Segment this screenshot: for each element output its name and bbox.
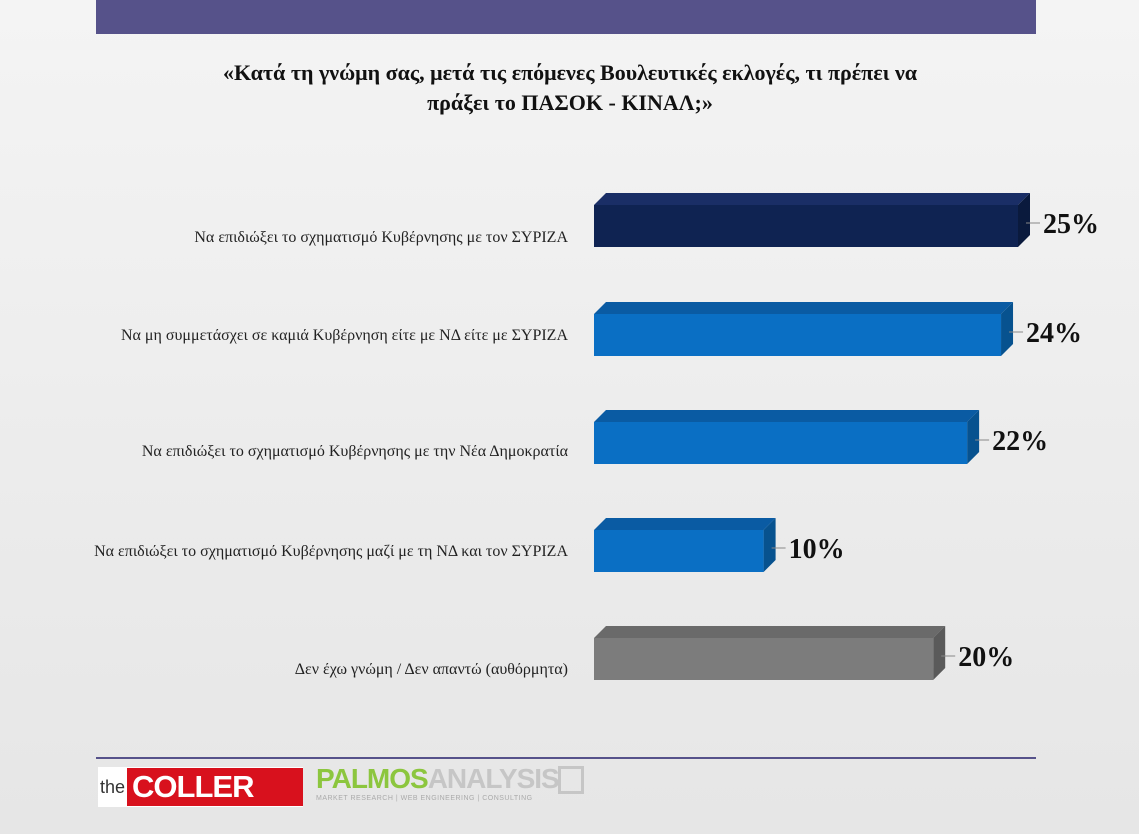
category-label-2: Να μη συμμετάσχει σε καμιά Κυβέρνηση είτ… bbox=[120, 327, 568, 344]
bar-side-face bbox=[967, 410, 980, 464]
category-label-1: Να επιδιώξει το σχηματισμό Κυβέρνησης με… bbox=[194, 229, 568, 246]
bar-side-face bbox=[1001, 302, 1014, 356]
bar-top-face bbox=[594, 302, 1014, 314]
bar-front-face bbox=[594, 314, 1002, 356]
value-label-1: 25% bbox=[1043, 209, 1099, 240]
bar-side-face bbox=[763, 518, 776, 572]
chart-title-line-2: πράξει το ΠΑΣΟΚ - ΚΙΝΑΛ;» bbox=[427, 90, 713, 115]
bar-top-face bbox=[594, 626, 946, 638]
bar-front-face bbox=[594, 638, 934, 680]
bar-4 bbox=[594, 518, 776, 572]
header-band bbox=[96, 0, 1036, 34]
footer-rule bbox=[96, 757, 1036, 759]
chart-title: «Κατά τη γνώμη σας, μετά τις επόμενες Βο… bbox=[100, 58, 1040, 118]
logo-coller-text: COLLER bbox=[127, 768, 303, 806]
bar-side-face bbox=[933, 626, 946, 680]
category-label-3: Να επιδιώξει το σχηματισμό Κυβέρνησης με… bbox=[141, 443, 568, 460]
bar-chart: 25% 24% 22% 10% 20% bbox=[594, 193, 1099, 680]
bar-3 bbox=[594, 410, 980, 464]
value-label-3: 22% bbox=[992, 426, 1048, 457]
bar-2 bbox=[594, 302, 1014, 356]
bar-top-face bbox=[594, 193, 1030, 205]
bar-front-face bbox=[594, 530, 764, 572]
category-label-4: Να επιδιώξει το σχηματισμό Κυβέρνησης μα… bbox=[94, 543, 568, 560]
bar-1 bbox=[594, 193, 1030, 247]
value-label-4: 10% bbox=[789, 534, 845, 565]
category-label-5: Δεν έχω γνώμη / Δεν απαντώ (αυθόρμητα) bbox=[294, 661, 568, 678]
the-coller-logo: the COLLER bbox=[98, 767, 303, 807]
bar-front-face bbox=[594, 205, 1018, 247]
palmos-analysis-logo: PALMOSANALYSIS MARKET RESEARCH | WEB ENG… bbox=[316, 764, 588, 808]
bar-5 bbox=[594, 626, 946, 680]
palmos-wordmark: PALMOSANALYSIS bbox=[316, 764, 588, 794]
logo-the-text: the bbox=[100, 776, 126, 797]
bar-front-face bbox=[594, 422, 968, 464]
value-label-2: 24% bbox=[1026, 318, 1082, 349]
value-label-5: 20% bbox=[958, 642, 1014, 673]
bar-top-face bbox=[594, 518, 776, 530]
palmos-wordmark-a: PALMOS bbox=[316, 763, 429, 794]
palmos-tagline: MARKET RESEARCH | WEB ENGINEERING | CONS… bbox=[316, 795, 533, 802]
palmos-square-icon bbox=[558, 766, 584, 794]
bar-top-face bbox=[594, 410, 980, 422]
palmos-wordmark-b: ANALYSIS bbox=[427, 763, 560, 794]
bar-side-face bbox=[1018, 193, 1030, 247]
chart-title-line-1: «Κατά τη γνώμη σας, μετά τις επόμενες Βο… bbox=[222, 60, 918, 85]
